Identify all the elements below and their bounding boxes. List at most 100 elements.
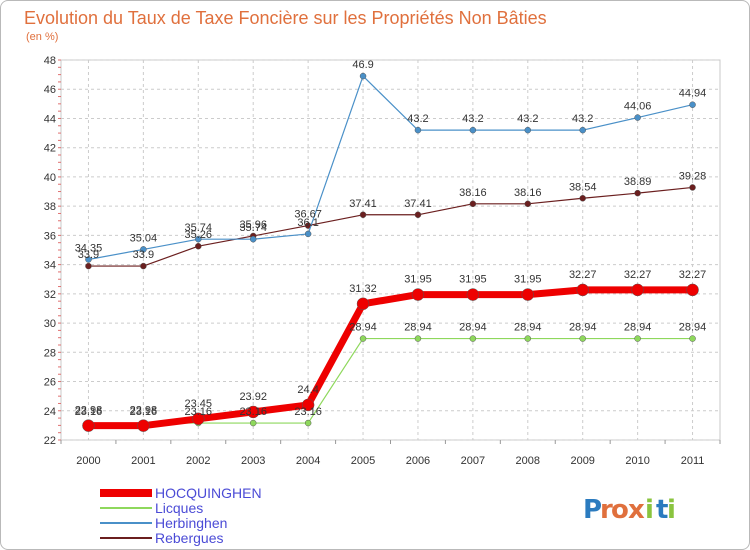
data-point — [631, 283, 644, 297]
y-tick-label: 46 — [44, 84, 56, 96]
data-label: 38.89 — [624, 176, 652, 188]
data-label: 38.16 — [514, 187, 542, 199]
data-labels: 33.9 33.9 35.26 35.96 36.67 37.41 37.41 38.16 38… — [75, 59, 707, 418]
chart-subtitle: (en %) — [26, 31, 58, 43]
x-tick-label: 2006 — [406, 455, 430, 467]
data-label: 33.9 — [133, 249, 154, 261]
data-point — [411, 288, 425, 301]
y-tick-label: 30 — [44, 318, 56, 330]
data-point — [579, 126, 586, 134]
data-label: 23.16 — [185, 406, 213, 418]
data-point — [140, 246, 147, 253]
data-label: 32.27 — [679, 269, 707, 281]
data-label: 32.27 — [624, 269, 652, 281]
data-point — [634, 114, 641, 121]
data-label: 23.92 — [239, 391, 267, 403]
y-tick-label: 36 — [44, 230, 56, 242]
proxiti-logo: Pro x i ti — [583, 495, 676, 525]
logo-letter: i — [645, 495, 654, 525]
chart-title: Evolution du Taux de Taxe Foncière sur l… — [24, 8, 547, 28]
x-tick-label: 2005 — [351, 455, 375, 467]
y-tick-label: 48 — [44, 55, 56, 67]
data-point — [414, 211, 422, 219]
data-label: 23.16 — [75, 406, 103, 418]
data-label: 33.9 — [78, 249, 99, 261]
data-label: 22.98 — [75, 405, 103, 417]
data-point — [195, 242, 202, 250]
y-tick-label: 28 — [44, 347, 56, 359]
data-label: 34.35 — [75, 243, 103, 255]
y-tick-label: 34 — [44, 260, 56, 272]
y-tick-label: 38 — [44, 201, 56, 213]
logo-letter: P — [583, 495, 602, 525]
data-point — [634, 189, 641, 197]
data-point — [195, 235, 202, 243]
logo-letter: o — [611, 495, 629, 525]
legend-label: Herbinghen — [155, 515, 227, 531]
data-label: 35.04 — [130, 232, 158, 244]
data-point — [304, 230, 312, 238]
data-label: 28.94 — [349, 322, 377, 334]
data-point — [469, 126, 477, 134]
y-tick-label: 44 — [44, 113, 56, 125]
data-label: 22.98 — [130, 405, 158, 417]
y-tick-label: 22 — [44, 435, 56, 447]
data-label: 43.2 — [462, 113, 483, 125]
x-tick-label: 2008 — [516, 455, 540, 467]
data-label: 28.94 — [514, 322, 542, 334]
data-label: 46.9 — [352, 59, 373, 71]
data-label: 44.06 — [624, 101, 652, 113]
legend-label: HOCQUINGHEN — [155, 485, 262, 501]
data-label: 35.26 — [185, 229, 213, 241]
data-point — [249, 235, 257, 243]
data-label: 43.2 — [517, 113, 538, 125]
data-label: 38.54 — [569, 181, 597, 193]
axes: 22 24 26 28 30 32 34 36 38 40 42 44 46 48 2000 2001 2002… — [44, 55, 721, 467]
data-point — [524, 126, 532, 134]
logo-letter: x — [628, 495, 645, 525]
plot-area — [60, 59, 721, 441]
data-point — [85, 262, 92, 270]
data-label: 31.95 — [514, 274, 542, 286]
data-point — [140, 262, 147, 270]
data-label: 38.16 — [459, 187, 487, 199]
data-point — [466, 288, 480, 301]
data-label: 37.41 — [349, 198, 377, 210]
data-label: 37.41 — [404, 198, 432, 210]
data-point — [689, 101, 696, 108]
logo-letter: r — [600, 495, 613, 525]
data-label: 31.32 — [349, 283, 377, 295]
data-label: 28.94 — [404, 322, 432, 334]
data-label: 31.95 — [459, 274, 487, 286]
series-group — [82, 72, 699, 432]
y-tick-label: 26 — [44, 377, 56, 389]
x-tick-label: 2010 — [625, 455, 649, 467]
x-tick-label: 2003 — [241, 455, 265, 467]
legend-label: Rebergues — [155, 530, 224, 546]
data-label: 28.94 — [459, 322, 487, 334]
x-tick-label: 2002 — [186, 455, 210, 467]
data-label: 43.2 — [572, 113, 593, 125]
data-point — [579, 335, 586, 342]
x-tick-label: 2000 — [76, 455, 100, 467]
x-tick-label: 2004 — [296, 455, 320, 467]
data-label: 35.74 — [239, 222, 267, 234]
series-line-hocquinghen — [88, 286, 693, 430]
data-point — [82, 419, 95, 432]
data-point — [689, 335, 696, 342]
legend-label: Licques — [155, 500, 203, 516]
data-point — [469, 335, 477, 342]
data-point — [414, 335, 422, 342]
data-point — [524, 200, 532, 208]
data-label: 23.45 — [185, 398, 213, 410]
y-tick-label: 32 — [44, 289, 56, 301]
data-label: 23.16 — [130, 406, 158, 418]
data-point — [301, 398, 315, 412]
y-tick-label: 24 — [44, 406, 56, 418]
data-point — [359, 72, 367, 80]
data-label: 35.74 — [185, 222, 213, 234]
data-point — [686, 283, 699, 297]
data-point — [579, 195, 586, 202]
data-label: 36.1 — [297, 217, 318, 229]
